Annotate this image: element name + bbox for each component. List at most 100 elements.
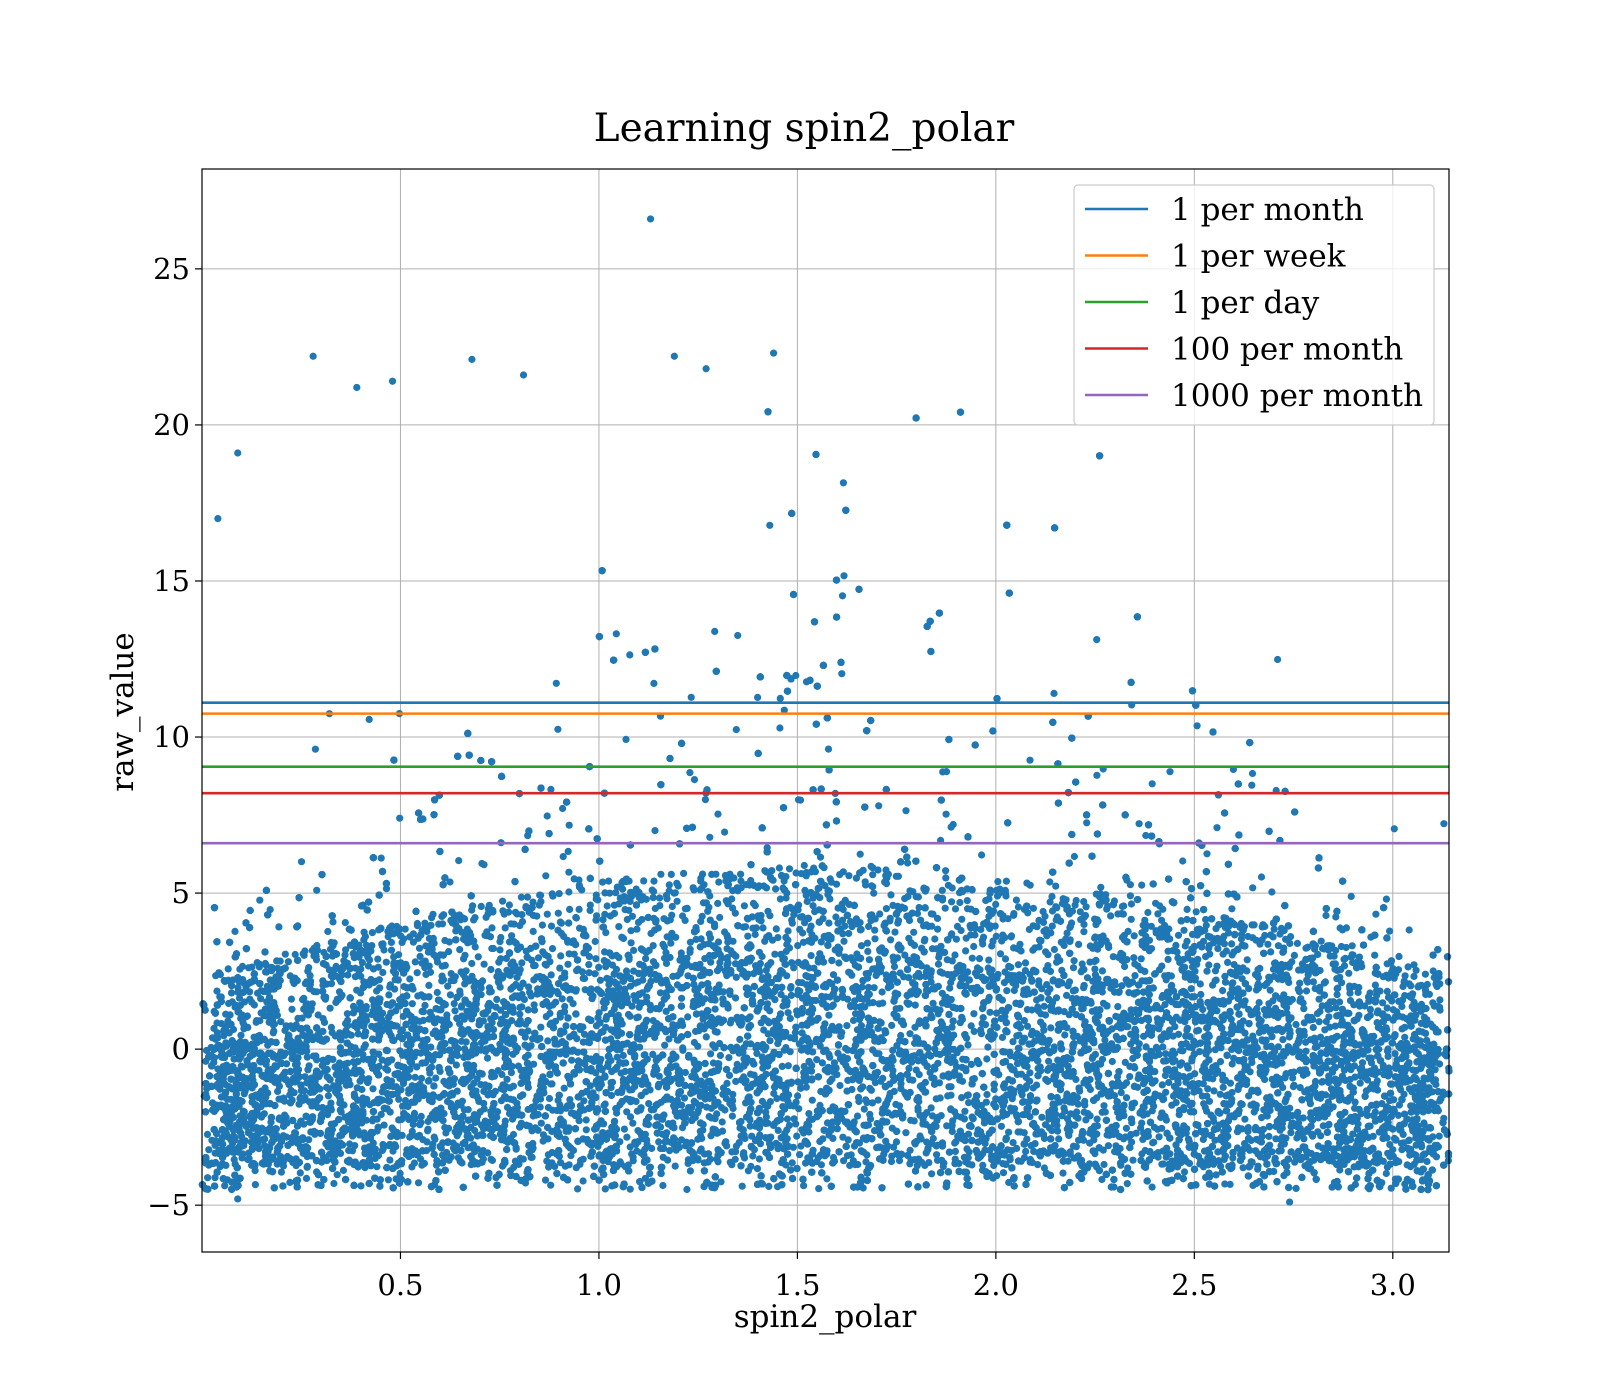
scatter-point <box>787 991 796 1000</box>
scatter-point <box>607 1091 616 1100</box>
scatter-point <box>1407 1108 1415 1116</box>
scatter-point <box>1213 824 1221 832</box>
scatter-point <box>1020 1017 1028 1025</box>
scatter-point <box>904 859 912 867</box>
scatter-point <box>408 1000 416 1008</box>
scatter-point <box>1059 1169 1067 1177</box>
scatter-point <box>541 1176 550 1184</box>
scatter-point <box>251 1167 259 1175</box>
scatter-point <box>564 847 572 856</box>
scatter-point <box>626 651 634 659</box>
scatter-point <box>211 1174 219 1182</box>
scatter-point <box>646 1170 654 1178</box>
scatter-point <box>344 1016 352 1024</box>
scatter-point <box>1257 873 1266 881</box>
scatter-point <box>1390 825 1398 833</box>
scatter-point <box>1083 819 1091 827</box>
scatter-point <box>753 1165 762 1173</box>
scatter-point <box>313 886 321 894</box>
scatter-point <box>480 861 488 869</box>
scatter-point <box>421 1001 429 1010</box>
scatter-point <box>839 479 848 487</box>
scatter-point <box>414 1179 423 1187</box>
scatter-point <box>286 1178 294 1186</box>
scatter-point <box>734 631 742 640</box>
scatter-point <box>1268 888 1276 896</box>
scatter-point <box>1070 852 1078 861</box>
scatter-point <box>1155 1133 1163 1141</box>
scatter-point <box>999 1169 1008 1177</box>
scatter-point <box>864 983 873 992</box>
scatter-point <box>776 694 784 703</box>
scatter-point <box>1045 1057 1053 1065</box>
scatter-point <box>1274 655 1282 664</box>
scatter-point <box>1142 831 1150 840</box>
scatter-point <box>860 1105 868 1113</box>
scatter-point <box>856 850 864 858</box>
scatter-point <box>1138 881 1146 889</box>
scatter-point <box>701 796 710 804</box>
scatter-point <box>659 1181 667 1190</box>
scatter-point <box>446 878 454 886</box>
scatter-point <box>784 1062 792 1070</box>
scatter-point <box>574 1185 582 1193</box>
scatter-point <box>707 1050 715 1058</box>
scatter-point <box>1387 1184 1395 1192</box>
scatter-point <box>978 851 986 859</box>
scatter-point <box>947 823 955 831</box>
scatter-point <box>838 592 847 600</box>
scatter-point <box>333 1171 341 1179</box>
scatter-point <box>1336 998 1344 1006</box>
scatter-point <box>1228 905 1236 913</box>
scatter-point <box>1430 1077 1438 1085</box>
scatter-point <box>838 670 846 678</box>
scatter-point <box>341 919 349 927</box>
scatter-point <box>780 706 788 714</box>
scatter-point <box>1126 1073 1134 1081</box>
scatter-point <box>877 1019 885 1027</box>
scatter-point <box>294 1034 302 1042</box>
scatter-point <box>1212 1171 1220 1179</box>
scatter-point <box>642 955 650 963</box>
scatter-point <box>384 1176 392 1184</box>
scatter-point <box>794 796 803 804</box>
scatter-point <box>1097 883 1105 891</box>
scatter-point <box>1026 756 1034 764</box>
scatter-point <box>302 1174 311 1182</box>
scatter-point <box>1180 926 1188 934</box>
scatter-point <box>754 693 762 702</box>
scatter-point <box>277 1168 285 1176</box>
scatter-point <box>760 1026 768 1034</box>
scatter-point <box>1219 1083 1227 1091</box>
scatter-point <box>765 1182 773 1190</box>
scatter-point <box>202 1046 211 1055</box>
scatter-point <box>732 973 740 981</box>
scatter-point <box>557 1159 565 1167</box>
scatter-point <box>600 1004 608 1012</box>
scatter-point <box>650 679 658 688</box>
scatter-point <box>329 918 337 926</box>
scatter-point <box>651 827 659 835</box>
scatter-point <box>1347 892 1355 901</box>
scatter-point <box>942 810 950 818</box>
scatter-point <box>324 927 332 936</box>
scatter-point <box>934 960 943 968</box>
scatter-point <box>1372 910 1380 918</box>
scatter-point <box>1168 1101 1176 1109</box>
scatter-point <box>1226 1180 1234 1188</box>
scatter-point <box>928 1170 936 1178</box>
scatter-point <box>875 802 883 810</box>
scatter-point <box>311 745 319 753</box>
scatter-point <box>559 804 567 813</box>
scatter-point <box>251 1181 259 1189</box>
scatter-point <box>455 857 463 865</box>
scatter-point <box>296 1169 304 1177</box>
scatter-point <box>738 1182 746 1190</box>
scatter-point <box>1166 768 1174 776</box>
scatter-point <box>816 853 825 861</box>
scatter-point <box>1180 1168 1189 1176</box>
scatter-point <box>1382 1169 1390 1178</box>
scatter-point <box>483 1054 492 1062</box>
scatter-point <box>690 776 699 784</box>
scatter-point <box>346 1140 354 1148</box>
